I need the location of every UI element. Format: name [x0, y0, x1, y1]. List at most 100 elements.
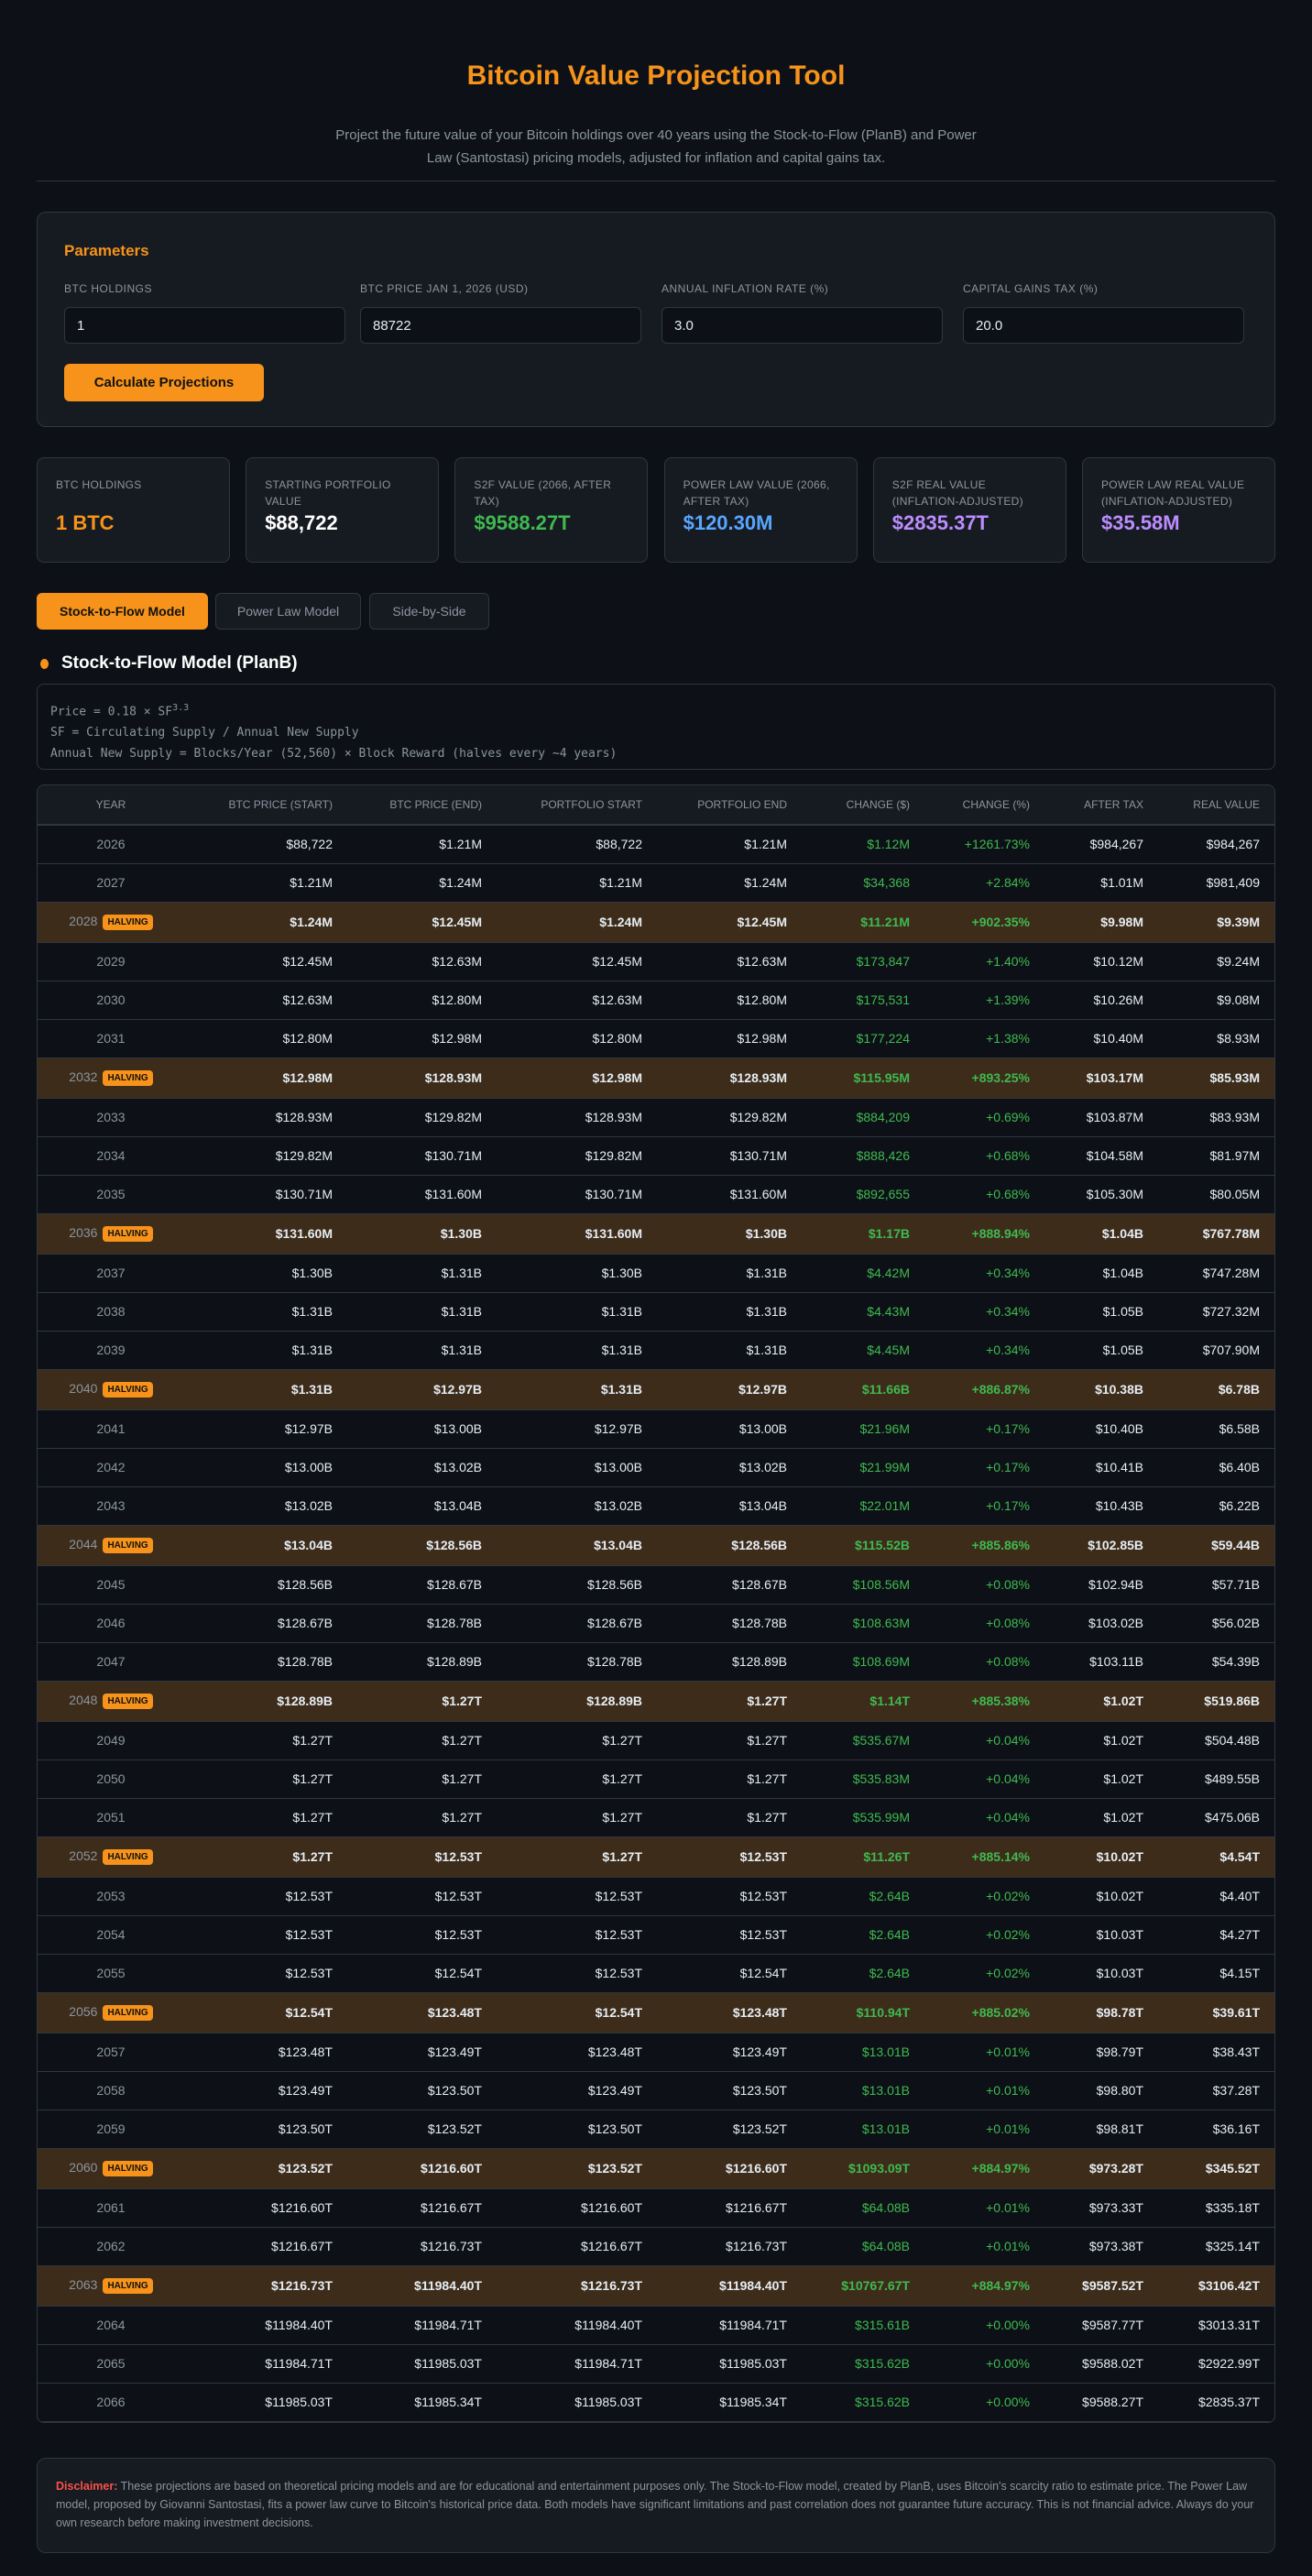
table-row: 2050 $1.27T $1.27T $1.27T $1.27T $535.83M +0.0… — [38, 1759, 1274, 1799]
change-usd-cell: $535.99M — [804, 1798, 926, 1837]
change-pct-cell: +0.68% — [926, 1136, 1046, 1176]
year: 2039 — [96, 1343, 126, 1357]
real-value-cell: $85.93M — [1160, 1058, 1274, 1099]
btc-price-start-cell: $128.89B — [184, 1681, 349, 1722]
year-cell: 2060 HALVING — [38, 2148, 184, 2189]
table-row: 2044 HALVING $13.04B $128.56B $13.04B $128.56… — [38, 1525, 1274, 1566]
year-cell: 2066 — [38, 2383, 184, 2422]
change-usd-cell: $173,847 — [804, 942, 926, 981]
portfolio-end-cell: $128.78B — [659, 1604, 804, 1643]
year-cell: 2050 — [38, 1759, 184, 1799]
btc-price-start-cell: $12.53T — [184, 1915, 349, 1955]
formula-line-3: Annual New Supply = Blocks/Year (52,560)… — [50, 747, 618, 762]
portfolio-end-cell: $12.63M — [659, 942, 804, 981]
change-usd-cell: $1.14T — [804, 1681, 926, 1722]
portfolio-end-cell: $11984.71T — [659, 2306, 804, 2345]
inflation-rate-input[interactable] — [661, 307, 943, 344]
portfolio-start-cell: $1216.60T — [498, 2188, 659, 2228]
inflation-rate-label: Annual Inflation Rate (%) — [661, 282, 829, 295]
year: 2048 — [69, 1693, 98, 1707]
btc-price-end-cell: $123.48T — [349, 1992, 498, 2033]
year: 2029 — [96, 954, 126, 969]
portfolio-end-cell: $11985.03T — [659, 2344, 804, 2384]
after-tax-cell: $1.04B — [1046, 1213, 1160, 1255]
table-row: 2032 HALVING $12.98M $128.93M $12.98M $128.93… — [38, 1058, 1274, 1099]
calculate-projections-button[interactable]: Calculate Projections — [64, 364, 264, 401]
btc-price-end-cell: $128.67B — [349, 1565, 498, 1605]
after-tax-cell: $9.98M — [1046, 902, 1160, 943]
change-pct-cell: +0.34% — [926, 1331, 1046, 1370]
change-usd-cell: $1.17B — [804, 1213, 926, 1255]
capital-gains-tax-input[interactable] — [963, 307, 1244, 344]
real-value-cell: $707.90M — [1160, 1331, 1274, 1370]
year: 2059 — [96, 2121, 126, 2136]
real-value-cell: $767.78M — [1160, 1213, 1274, 1255]
year-cell: 2054 — [38, 1915, 184, 1955]
change-usd-cell: $11.66B — [804, 1369, 926, 1410]
change-pct-cell: +0.68% — [926, 1175, 1046, 1214]
year-cell: 2032 HALVING — [38, 1058, 184, 1099]
after-tax-cell: $1.02T — [1046, 1759, 1160, 1799]
after-tax-cell: $10.12M — [1046, 942, 1160, 981]
change-pct-cell: +0.08% — [926, 1604, 1046, 1643]
real-value-cell: $38.43T — [1160, 2033, 1274, 2072]
portfolio-start-cell: $1.27T — [498, 1759, 659, 1799]
btc-price-start-cell: $11984.40T — [184, 2306, 349, 2345]
btc-price-start-cell: $13.04B — [184, 1525, 349, 1566]
change-usd-cell: $110.94T — [804, 1992, 926, 2033]
year-cell: 2046 — [38, 1604, 184, 1643]
summary-card: Starting Portfolio Value $88,722 — [246, 457, 440, 563]
after-tax-cell: $98.79T — [1046, 2033, 1160, 2072]
tab-side-by-side[interactable]: Side-by-Side — [369, 593, 489, 630]
after-tax-cell: $98.81T — [1046, 2110, 1160, 2149]
after-tax-cell: $984,267 — [1046, 825, 1160, 864]
table-row: 2041 $12.97B $13.00B $12.97B $13.00B $21.96M +… — [38, 1409, 1274, 1449]
after-tax-cell: $10.41B — [1046, 1448, 1160, 1487]
real-value-cell: $981,409 — [1160, 863, 1274, 903]
btc-price-end-cell: $1.30B — [349, 1213, 498, 1255]
portfolio-start-cell: $128.89B — [498, 1681, 659, 1722]
after-tax-cell: $9587.77T — [1046, 2306, 1160, 2345]
parameters-title: Parameters — [64, 242, 149, 259]
portfolio-end-cell: $130.71M — [659, 1136, 804, 1176]
portfolio-start-cell: $12.45M — [498, 942, 659, 981]
btc-price-start-cell: $1216.67T — [184, 2227, 349, 2266]
tab-stock-to-flow[interactable]: Stock-to-Flow Model — [37, 593, 208, 630]
btc-price-start-cell: $12.53T — [184, 1877, 349, 1916]
table-row: 2066 $11985.03T $11985.34T $11985.03T $11985… — [38, 2383, 1274, 2422]
after-tax-cell: $1.02T — [1046, 1798, 1160, 1837]
btc-price-end-cell: $1.27T — [349, 1798, 498, 1837]
table-row: 2063 HALVING $1216.73T $11984.40T $1216.73T $… — [38, 2265, 1274, 2307]
btc-price-end-cell: $129.82M — [349, 1098, 498, 1137]
year: 2038 — [96, 1304, 126, 1319]
portfolio-end-cell: $12.53T — [659, 1915, 804, 1955]
portfolio-end-cell: $1216.67T — [659, 2188, 804, 2228]
projection-table-container: Year BTC Price (Start) BTC Price (End) Port… — [37, 784, 1275, 2423]
year: 2034 — [96, 1148, 126, 1163]
halving-badge: HALVING — [103, 2278, 153, 2294]
year-cell: 2043 — [38, 1486, 184, 1526]
year: 2046 — [96, 1616, 126, 1630]
table-row: 2052 HALVING $1.27T $12.53T $1.27T $12.53T $11… — [38, 1836, 1274, 1878]
real-value-cell: $6.40B — [1160, 1448, 1274, 1487]
change-pct-cell: +902.35% — [926, 902, 1046, 943]
real-value-cell: $9.24M — [1160, 942, 1274, 981]
summary-card: S2F Value (2066, After Tax) $9588.27T — [454, 457, 649, 563]
real-value-cell: $475.06B — [1160, 1798, 1274, 1837]
table-row: 2064 $11984.40T $11984.71T $11984.40T $11984… — [38, 2306, 1274, 2345]
after-tax-cell: $9588.27T — [1046, 2383, 1160, 2422]
halving-badge: HALVING — [103, 2161, 153, 2176]
btc-price-input[interactable] — [360, 307, 641, 344]
table-header-row: Year BTC Price (Start) BTC Price (End) Port… — [38, 785, 1274, 826]
btc-holdings-input[interactable] — [64, 307, 345, 344]
table-row: 2033 $128.93M $129.82M $128.93M $129.82M $884… — [38, 1098, 1274, 1137]
change-pct-cell: +884.97% — [926, 2265, 1046, 2307]
portfolio-end-cell: $128.56B — [659, 1525, 804, 1566]
after-tax-cell: $103.17M — [1046, 1058, 1160, 1099]
year-cell: 2042 — [38, 1448, 184, 1487]
change-pct-cell: +893.25% — [926, 1058, 1046, 1099]
tab-power-law[interactable]: Power Law Model — [215, 593, 361, 630]
after-tax-cell: $1.04B — [1046, 1254, 1160, 1293]
change-usd-cell: $535.67M — [804, 1721, 926, 1760]
btc-price-end-cell: $12.54T — [349, 1954, 498, 1993]
